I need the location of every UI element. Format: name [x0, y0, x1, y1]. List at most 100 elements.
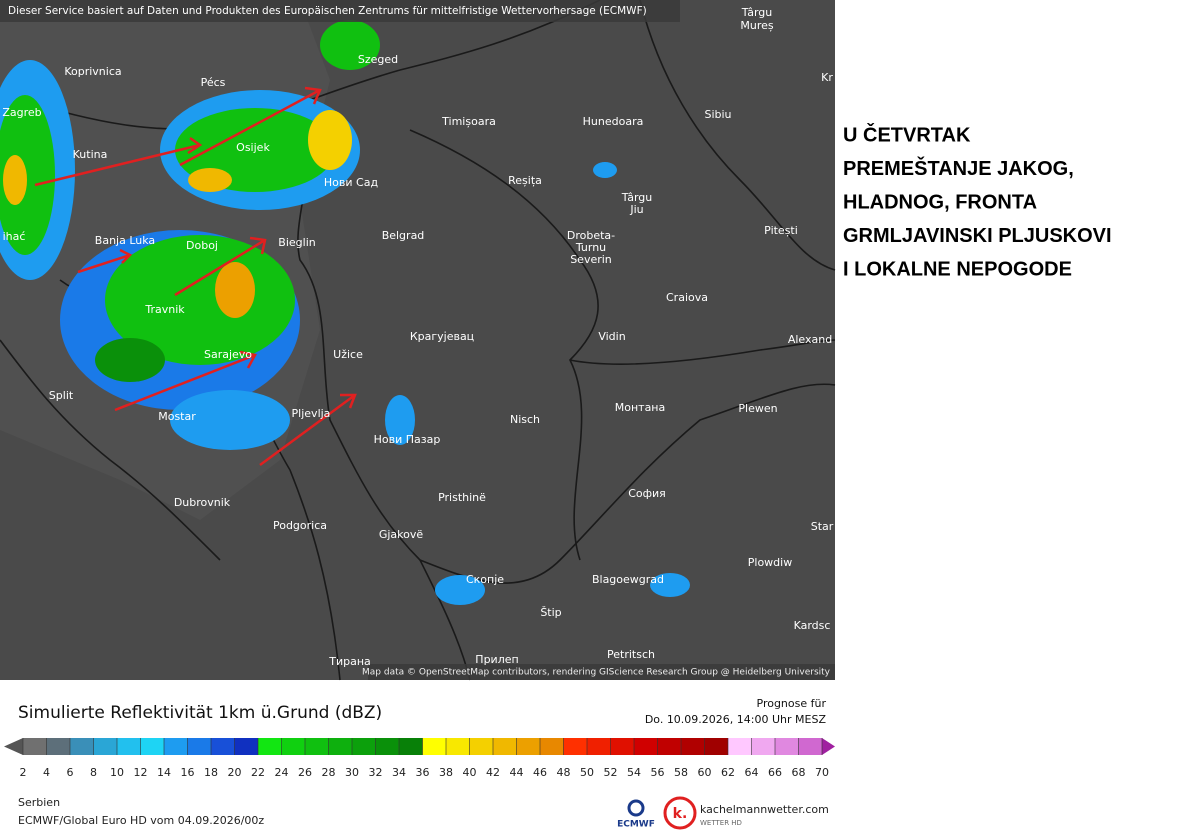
tick-label: 8 [90, 766, 97, 779]
brand-sub: WETTER HD [700, 819, 742, 827]
city-label: Zagreb [2, 106, 41, 119]
city-label: Kutina [73, 148, 108, 161]
overlay-line: U ČETVRTAK [843, 122, 971, 146]
radar-echo [105, 235, 295, 365]
arrows [34, 86, 357, 467]
tick-label: 44 [510, 766, 524, 779]
city-label: Pristhinë [438, 491, 486, 504]
colorbar-cell [516, 738, 541, 755]
city-label: Travnik [144, 303, 185, 316]
overlay-line: PREMEŠTANJE JAKOG, [843, 156, 1074, 180]
city-label: Koprivnica [64, 65, 121, 78]
city-label: Jiu [629, 203, 643, 216]
radar-echo [95, 338, 165, 382]
brand-icon-letter: k. [673, 806, 688, 822]
colorbar-cell [587, 738, 611, 755]
colorbar-cell [211, 738, 235, 755]
tick-label: 40 [463, 766, 477, 779]
colorbar-cell [117, 738, 141, 755]
colorbar-cell [70, 738, 94, 755]
city-label: Тирана [328, 655, 371, 668]
colorbar-cell [563, 738, 588, 755]
tick-label: 18 [204, 766, 218, 779]
tick-label: 4 [43, 766, 50, 779]
city-label: Belgrad [382, 229, 425, 242]
city-label: Severin [570, 253, 612, 266]
city-label: Banja Luka [95, 234, 155, 247]
tick-label: 10 [110, 766, 124, 779]
city-label: ihać [3, 230, 26, 243]
city-label: Vidin [598, 330, 625, 343]
city-label: Osijek [236, 141, 270, 154]
overlay-line: I LOKALNE NEPOGODE [843, 258, 1072, 280]
region: Serbien [18, 796, 60, 809]
tick-label: 36 [416, 766, 430, 779]
colorbar-cell [610, 738, 635, 755]
radar-echo [593, 162, 617, 178]
city-label: Gjakovë [379, 528, 424, 541]
colorbar-cell [469, 738, 494, 755]
tick-label: 16 [181, 766, 195, 779]
city-labels: KoprivnicaPécsSzegedTârguMureșZagrebKuti… [2, 6, 833, 668]
city-label: Kr [821, 71, 833, 84]
tick-label: 46 [533, 766, 547, 779]
city-label: Star [811, 520, 834, 533]
city-label: Timișoara [441, 115, 496, 128]
colorbar-cell [281, 738, 306, 755]
colorbar-over [822, 738, 835, 755]
overlay-text: U ČETVRTAK PREMEŠTANJE JAKOG, HLADNOG, FRO… [843, 122, 1112, 280]
radar-echo [3, 155, 27, 205]
colorbar-cell [328, 738, 353, 755]
tick-label: 64 [745, 766, 759, 779]
tick-label: 30 [345, 766, 359, 779]
tick-label: 12 [134, 766, 148, 779]
header-bar [0, 0, 680, 22]
colorbar-cell [399, 738, 423, 755]
brand-logo: k. kachelmannwetter.com WETTER HD [663, 796, 829, 830]
city-label: Târgu [741, 6, 772, 19]
colorbar-cell [540, 738, 564, 755]
colorbar-cell [23, 738, 47, 755]
city-label: Nisch [510, 413, 540, 426]
city-label: Dubrovnik [174, 496, 231, 509]
city-label: Bieglin [278, 236, 315, 249]
tick-label: 38 [439, 766, 453, 779]
ecmwf-icon [627, 799, 645, 817]
city-label: Szeged [358, 53, 398, 66]
ecmwf-logo: ECMWF [617, 799, 655, 830]
colorbar-cell [140, 738, 165, 755]
forecast-time: Do. 10.09.2026, 14:00 Uhr MESZ [645, 713, 827, 726]
city-label: София [628, 487, 666, 500]
city-label: Doboj [186, 239, 218, 252]
city-label: Kardsc [794, 619, 831, 632]
colorbar-cell [352, 738, 376, 755]
city-label: Užice [333, 348, 363, 361]
radar-echo [320, 20, 380, 70]
city-label: Нови Пазар [374, 433, 441, 446]
colorbar-cell [422, 738, 447, 755]
colorbar-cell [446, 738, 470, 755]
city-label: Mureș [740, 19, 774, 32]
colorbar-cell [681, 738, 705, 755]
tick-label: 48 [557, 766, 571, 779]
city-label: Монтана [615, 401, 666, 414]
city-label: Craiova [666, 291, 708, 304]
city-label: Plewen [738, 402, 777, 415]
city-label: Sibiu [704, 108, 731, 121]
city-label: Drobeta- [567, 229, 615, 242]
tick-label: 32 [369, 766, 383, 779]
tick-label: 42 [486, 766, 500, 779]
tick-label: 70 [815, 766, 829, 779]
city-label: Mostar [158, 410, 196, 423]
tick-label: 34 [392, 766, 406, 779]
city-label: Split [49, 389, 74, 402]
header-note: Dieser Service basiert auf Daten und Pro… [8, 5, 647, 17]
ecmwf-label: ECMWF [617, 820, 655, 830]
radar-echo [170, 390, 290, 450]
colorbar-cell [46, 738, 71, 755]
city-label: Pljevlja [292, 407, 331, 420]
overlay-line: HLADNOG, FRONTA [843, 191, 1037, 213]
colorbar-cell [93, 738, 118, 755]
colorbar-cell [375, 738, 400, 755]
